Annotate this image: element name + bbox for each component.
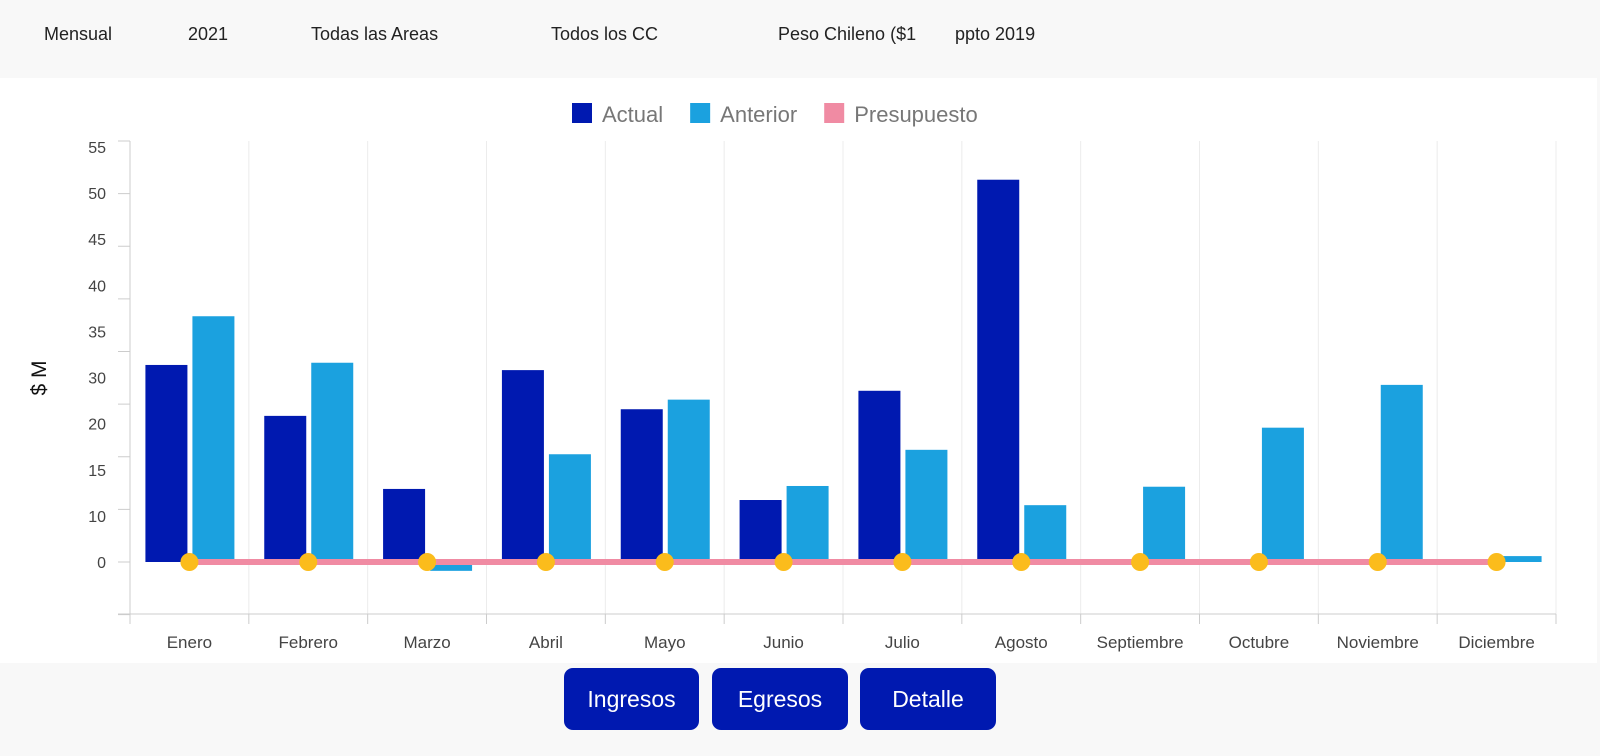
x-tick-label: Enero [167,633,212,652]
actual-bar [858,390,901,562]
anterior-bar [786,485,829,562]
anterior-bar [1143,486,1186,562]
actual-bar [620,409,663,562]
presupuesto-point [1487,553,1506,571]
x-tick-label: Septiembre [1097,633,1184,652]
actual-bar [264,415,307,562]
x-tick-label: Mayo [644,633,686,652]
anterior-bar [1380,384,1423,562]
egresos-button[interactable]: Egresos [712,668,848,730]
budget-filter[interactable]: ppto 2019 [955,24,1036,44]
cc-filter[interactable]: Todos los CC [551,24,659,44]
y-tick-label: 30 [88,371,106,388]
year-filter[interactable]: 2021 [188,24,229,44]
legend-label-presupuesto: Presupuesto [854,102,978,127]
x-tick-label: Julio [885,633,920,652]
anterior-bar [1499,556,1542,562]
y-tick-label: 40 [88,278,106,295]
anterior-bar [1261,427,1304,562]
presupuesto-point [774,553,793,571]
presupuesto-point [655,553,674,571]
anterior-bar [1024,505,1067,562]
x-tick-label: Agosto [995,633,1048,652]
actual-bar [501,370,544,562]
x-tick-label: Febrero [278,633,338,652]
period-filter[interactable]: Mensual [44,24,113,44]
x-tick-label: Junio [763,633,804,652]
presupuesto-point [893,553,912,571]
y-tick-label: 15 [88,463,106,480]
legend-label-anterior: Anterior [720,102,797,127]
y-tick-label: 55 [88,140,106,157]
x-tick-label: Octubre [1229,633,1289,652]
legend-swatch-anterior [690,103,711,123]
x-tick-label: Marzo [403,633,450,652]
x-tick-label: Diciembre [1458,633,1535,652]
presupuesto-point [536,553,555,571]
y-tick-label: 10 [88,509,106,526]
y-axis-label: $ M [28,360,51,395]
ingresos-button[interactable]: Ingresos [564,668,699,730]
y-tick-label: 0 [97,555,106,572]
chart-svg: 0 10 15 20 30 35 40 45 50 55 $ M Enero Febrero Marzo A… [28,102,1557,652]
presupuesto-point [418,553,437,571]
legend-swatch-presupuesto [824,103,845,123]
bar-chart: 0 10 15 20 30 35 40 45 50 55 $ M Enero Febrero Marzo A… [0,78,1597,663]
anterior-bar [311,362,354,562]
y-tick-label: 50 [88,186,106,203]
x-tick-label: Abril [529,633,563,652]
presupuesto-point [180,553,199,571]
anterior-bar [905,449,948,562]
legend-swatch-actual [572,103,592,123]
filter-bar: Mensual 2021 Todas las Areas Todos los C… [0,0,1600,78]
legend-label-actual: Actual [602,102,663,127]
detalle-button[interactable]: Detalle [860,668,996,730]
y-tick-label: 45 [88,232,106,249]
anterior-bar [548,454,591,562]
actual-bar [739,500,782,562]
actual-bar [977,179,1020,562]
actual-bar [383,488,426,562]
area-filter[interactable]: Todas las Areas [311,24,439,44]
presupuesto-point [1131,553,1150,571]
currency-filter[interactable]: Peso Chileno ($1 [778,24,917,44]
presupuesto-point [299,553,318,571]
anterior-bar [667,399,710,562]
y-tick-label: 35 [88,324,106,341]
anterior-bar [430,562,473,571]
presupuesto-point [1249,553,1268,571]
y-tick-label: 20 [88,417,106,434]
anterior-bar [192,316,235,562]
presupuesto-point [1368,553,1387,571]
x-tick-label: Noviembre [1337,633,1419,652]
actual-bar [145,364,188,562]
presupuesto-point [1012,553,1031,571]
